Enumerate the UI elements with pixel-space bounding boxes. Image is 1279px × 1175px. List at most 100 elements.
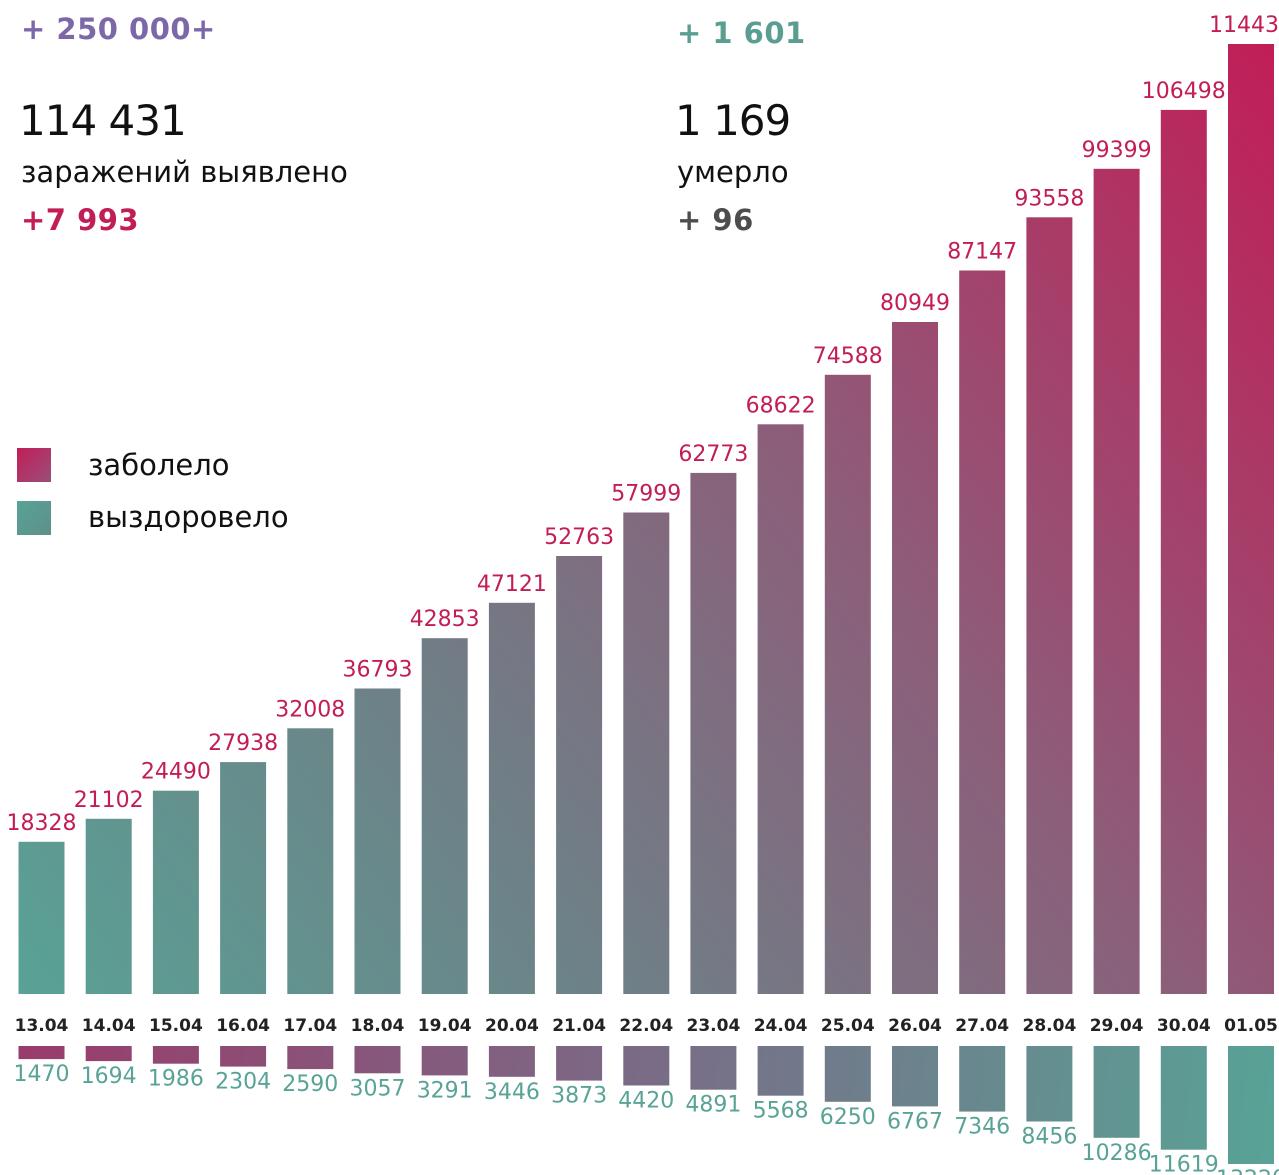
sick-value-label: 18328 [7,811,77,836]
date-tick-label: 17.04 [283,1016,337,1036]
date-tick-label: 29.04 [1090,1016,1144,1036]
date-tick-label: 26.04 [888,1016,942,1036]
recovered-value-label: 10286 [1082,1141,1152,1166]
recovered-bar [892,1046,938,1107]
legend-sick-swatch [17,448,51,482]
sick-bar [152,790,199,994]
recovered-bar [1228,1046,1274,1164]
sick-value-label: 21102 [74,788,144,813]
sick-bar [623,512,670,994]
recovered-bar [959,1046,1006,1112]
infections-delta: +7 993 [21,203,140,237]
recovered-bar [1026,1046,1073,1122]
recovered-bar [85,1046,132,1062]
recovered-value-label: 7346 [954,1115,1010,1140]
date-tick-label: 23.04 [687,1016,741,1036]
sick-bar [959,270,1006,994]
recovered-value-label: 2304 [215,1070,271,1095]
recovered-value-label: 8456 [1021,1125,1077,1150]
date-tick-label: 15.04 [149,1016,203,1036]
recovered-bar [690,1046,737,1090]
sick-bar [1160,109,1207,994]
sick-bar [690,472,737,994]
infections-label: заражений выявлено [21,155,348,189]
recovered-value-label: 3873 [551,1084,607,1109]
sick-bar [421,638,468,994]
recovered-bar [220,1046,267,1067]
sick-bar [1228,44,1274,994]
date-tick-label: 20.04 [485,1016,539,1036]
recovered-value-label: 1470 [14,1062,70,1087]
deaths-total: 1 169 [675,96,791,145]
recovered-value-label: 5568 [753,1099,809,1124]
date-tick-label: 16.04 [216,1016,270,1036]
recovered-value-label: 4420 [618,1089,674,1114]
date-tick-label: 01.05 [1224,1016,1278,1036]
recovered-value-label: 6767 [887,1109,943,1134]
sick-bar [892,322,938,994]
recovered-value-label: 1986 [148,1067,204,1092]
sick-value-label: 52763 [544,525,614,550]
date-tick-label: 27.04 [955,1016,1009,1036]
recovered-bar [152,1046,199,1064]
date-tick-label: 18.04 [351,1016,405,1036]
infections-total: 114 431 [19,96,187,145]
sick-value-label: 106498 [1142,79,1226,104]
sick-bar [1093,168,1140,995]
deaths-delta: + 96 [677,203,754,237]
sick-bar [18,841,65,994]
sick-value-label: 93558 [1014,186,1084,211]
sick-value-label: 36793 [343,658,413,683]
legend-sick-label: заболело [88,448,230,482]
recovered-bar [1093,1046,1140,1138]
deaths-label: умерло [677,155,789,189]
date-tick-label: 21.04 [552,1016,606,1036]
recovered-bar [421,1046,468,1076]
recovered-value-label: 11619 [1149,1153,1219,1175]
sick-bar [220,762,267,994]
recovered-bar [488,1046,535,1077]
date-tick-label: 25.04 [821,1016,875,1036]
recovered-bar [354,1046,401,1074]
date-tick-label: 30.04 [1157,1016,1211,1036]
date-tick-label: 19.04 [418,1016,472,1036]
recovered-delta: + 1 601 [677,16,806,50]
sick-bar [556,556,603,994]
sick-bar [85,818,132,994]
recovered-bar [556,1046,603,1081]
date-tick-label: 22.04 [619,1016,673,1036]
tests-delta: + 250 000+ [21,12,216,46]
recovered-value-label: 4891 [685,1093,741,1118]
recovered-value-label: 2590 [282,1072,338,1097]
sick-bar [824,374,871,994]
sick-bar [488,602,535,994]
sick-value-label: 27938 [208,731,278,756]
sick-bar [287,728,334,994]
sick-bar [1026,217,1073,995]
recovered-bar [623,1046,670,1086]
sick-value-label: 47121 [477,572,547,597]
sick-bar [354,688,401,994]
sick-value-label: 32008 [275,697,345,722]
date-tick-label: 13.04 [15,1016,69,1036]
sick-value-label: 68622 [746,393,816,418]
sick-value-label: 87147 [947,240,1017,265]
recovered-value-label: 3291 [417,1078,473,1103]
recovered-bar [18,1046,65,1060]
sick-value-label: 42853 [410,607,480,632]
recovered-value-label: 13220 [1216,1167,1279,1175]
legend-recovered-swatch [17,501,51,535]
sick-value-label: 57999 [611,482,681,507]
sick-value-label: 80949 [880,291,950,316]
sick-value-label: 24490 [141,760,211,785]
recovered-value-label: 1694 [81,1064,137,1089]
sick-value-label: 74588 [813,344,883,369]
sick-value-label: 62773 [678,442,748,467]
legend-recovered-label: выздоровело [88,500,289,534]
recovered-bar [824,1046,871,1102]
recovered-value-label: 3057 [350,1076,406,1101]
recovered-bar [1160,1046,1207,1150]
recovered-value-label: 3446 [484,1080,540,1105]
